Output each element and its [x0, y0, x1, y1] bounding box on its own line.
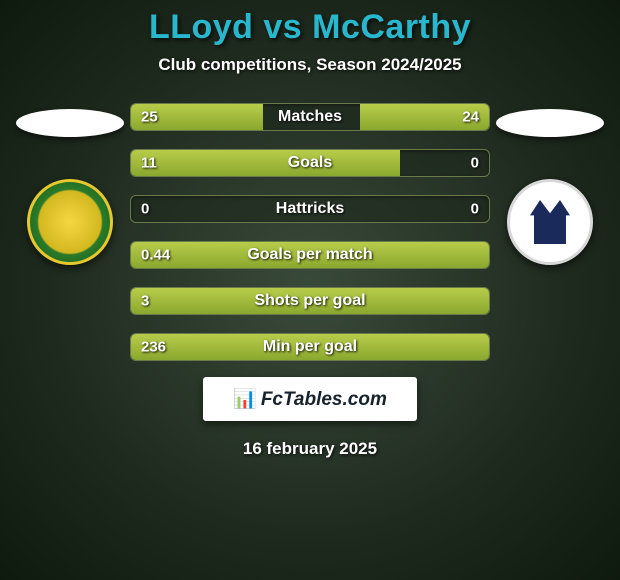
stat-bar: 11 Goals 0 [130, 149, 490, 177]
subtitle: Club competitions, Season 2024/2025 [0, 55, 620, 75]
stat-bar: 236 Min per goal [130, 333, 490, 361]
left-side [10, 103, 130, 265]
left-club-crest [27, 179, 113, 265]
bar-label: Goals per match [247, 246, 372, 264]
footer-date: 16 february 2025 [0, 439, 620, 459]
comparison-card: LLoyd vs McCarthy Club competitions, Sea… [0, 0, 620, 580]
bar-label: Min per goal [263, 338, 357, 356]
bar-label: Goals [288, 154, 332, 172]
bar-label: Matches [278, 108, 342, 126]
stat-bar: 25 Matches 24 [130, 103, 490, 131]
bar-label: Hattricks [276, 200, 344, 218]
right-club-crest [507, 179, 593, 265]
main-row: 25 Matches 24 11 Goals 0 0 Hattricks 0 0.44 Goals … [0, 103, 620, 361]
bar-right-value: 0 [471, 155, 479, 172]
bar-left-value: 236 [141, 339, 166, 356]
stat-bar: 0 Hattricks 0 [130, 195, 490, 223]
bar-fill-left [131, 150, 400, 176]
stat-bar: 3 Shots per goal [130, 287, 490, 315]
brand-badge: 📊FcTables.com [203, 377, 417, 421]
bar-label: Shots per goal [254, 292, 365, 310]
right-side [490, 103, 610, 265]
stat-bar: 0.44 Goals per match [130, 241, 490, 269]
bar-right-value: 0 [471, 201, 479, 218]
bar-left-value: 3 [141, 293, 149, 310]
right-player-oval [496, 109, 604, 137]
bar-left-value: 0 [141, 201, 149, 218]
bar-right-value: 24 [462, 109, 479, 126]
brand-text: FcTables.com [261, 389, 387, 410]
bar-left-value: 11 [141, 155, 157, 172]
bar-left-value: 0.44 [141, 247, 170, 264]
brand-icon: 📊 [233, 389, 257, 410]
left-player-oval [16, 109, 124, 137]
bar-left-value: 25 [141, 109, 158, 126]
stat-bars: 25 Matches 24 11 Goals 0 0 Hattricks 0 0.44 Goals … [130, 103, 490, 361]
page-title: LLoyd vs McCarthy [0, 8, 620, 47]
